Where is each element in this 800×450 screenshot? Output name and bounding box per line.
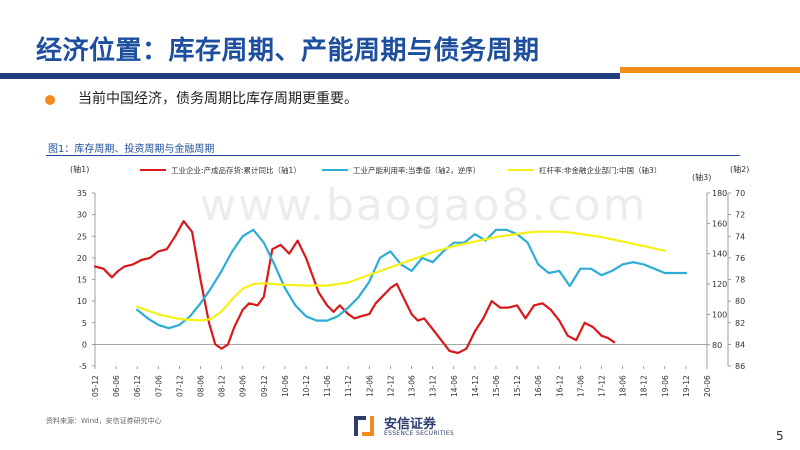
chart-axes: -5 0 5 10 15 20 25 30 35 80 100 120 140 160 180 70 72 74 7… (70, 164, 749, 397)
x-tick-label: 15-12 (513, 375, 522, 397)
x-tick-label: 14-12 (471, 375, 480, 397)
x-tick-label: 13-06 (408, 375, 417, 397)
x-tick-label: 10-06 (281, 375, 290, 397)
x-tick-label: 07-12 (175, 375, 184, 397)
x-tick-label: 09-12 (260, 375, 269, 397)
x-tick-label: 12-12 (386, 375, 395, 397)
y1-tick-label: 0 (82, 340, 87, 349)
x-tick-label: 18-06 (619, 375, 628, 397)
y3-tick-label: 180 (712, 189, 727, 198)
x-tick-label: 15-06 (492, 375, 501, 397)
y1-tick-label: 10 (77, 297, 87, 306)
x-tick-label: 19-12 (682, 375, 691, 397)
x-tick-label: 06-12 (133, 375, 142, 397)
y3-tick-label: 100 (712, 310, 727, 319)
source-note: 资料来源：Wind，安信证券研究中心 (46, 417, 162, 425)
y2-tick-label: 86 (735, 362, 745, 371)
legend-label: 工业企业:产成品存货:累计同比（轴1） (171, 165, 301, 175)
y2-tick-label: 72 (735, 211, 745, 220)
axis3-label: (轴3) (692, 172, 711, 182)
series-line-1 (93, 220, 616, 355)
x-tick-label: 13-12 (429, 375, 438, 397)
logo-text: 安信证券 (384, 417, 437, 432)
x-tick-label: 05-12 (91, 375, 100, 397)
x-tick-label: 17-12 (597, 375, 606, 397)
y1-tick-label: 5 (82, 319, 87, 328)
y2-tick-label: 70 (735, 189, 745, 198)
x-tick-label: 18-12 (640, 375, 649, 397)
y2-tick-label: 78 (735, 276, 745, 285)
x-tick-label: 16-06 (534, 375, 543, 397)
y3-tick-label: 80 (712, 341, 722, 350)
y2-tick-label: 82 (735, 319, 745, 328)
slide-title: 经济位置：库存周期、产能周期与债务周期 (36, 36, 540, 66)
x-tick-label: 20-06 (703, 375, 712, 397)
x-tick-label: 08-12 (218, 375, 227, 397)
y3-tick-label: 120 (712, 280, 727, 289)
y2-tick-label: 74 (735, 232, 745, 241)
x-tick-label: 09-06 (239, 375, 248, 397)
y3-tick-label: 140 (712, 250, 727, 259)
page-number: 5 (776, 429, 784, 443)
y1-tick-label: -5 (79, 362, 87, 371)
y1-tick-label: 35 (77, 189, 87, 198)
x-tick-label: 19-06 (661, 375, 670, 397)
axis1-label: (轴1) (70, 164, 89, 174)
figure-caption: 图1：库存周期、投资周期与金融周期 (48, 144, 215, 155)
watermark: www.baogao8.com (200, 180, 648, 231)
chart-series (93, 220, 687, 355)
x-tick-label: 07-06 (154, 375, 163, 397)
chart-legend: 工业企业:产成品存货:累计同比（轴1） 工业产能利用率:当季值（轴2，逆序） 杠杆率… (140, 165, 661, 175)
legend-label: 杠杆率:非金融企业部门:中国（轴3） (539, 165, 661, 175)
series-line-2 (136, 228, 687, 330)
y2-tick-label: 76 (735, 254, 745, 263)
x-tick-label: 08-06 (197, 375, 206, 397)
bullet-text: 当前中国经济，债务周期比库存周期更重要。 (78, 91, 358, 107)
bullet-dot-icon (45, 95, 55, 105)
figure-caption-rule (46, 155, 740, 156)
y1-tick-label: 25 (77, 232, 87, 241)
title-rule-orange (620, 67, 800, 73)
y3-tick-label: 160 (712, 219, 727, 228)
x-tick-label: 17-06 (576, 375, 585, 397)
legend-label: 工业产能利用率:当季值（轴2，逆序） (353, 165, 480, 175)
y1-tick-label: 15 (77, 276, 87, 285)
y2-tick-label: 80 (735, 297, 745, 306)
x-tick-label: 14-06 (450, 375, 459, 397)
y1-tick-label: 30 (77, 211, 87, 220)
series-line-3 (136, 230, 666, 322)
y2-tick-label: 84 (735, 340, 745, 349)
x-tick-label: 16-12 (555, 375, 564, 397)
axis2-label: (轴2) (730, 164, 749, 174)
x-tick-label: 12-06 (365, 375, 374, 397)
x-tick-label: 06-06 (112, 375, 121, 397)
y1-tick-label: 20 (77, 254, 87, 263)
x-tick-label: 10-12 (302, 375, 311, 397)
essence-logo-icon (352, 414, 376, 438)
logo-subtext: ESSENCE SECURITIES (384, 430, 455, 437)
x-tick-label: 11-06 (323, 375, 332, 397)
x-tick-label: 11-12 (344, 375, 353, 397)
title-rule-blue (0, 73, 620, 79)
